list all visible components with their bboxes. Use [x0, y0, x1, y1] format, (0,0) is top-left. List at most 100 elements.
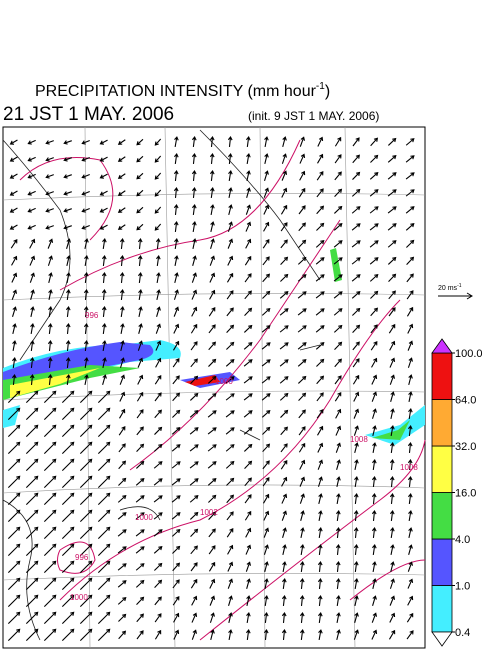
wind-arrow: [81, 174, 90, 179]
wind-arrow: [47, 238, 54, 249]
wind-arrow: [97, 492, 111, 506]
wind-arrow: [25, 475, 39, 489]
wind-arrow: [281, 476, 288, 487]
title-exponent: -1: [316, 81, 325, 92]
wind-arrow: [336, 493, 341, 505]
wind-arrow: [190, 323, 198, 334]
wind-arrow: [117, 563, 127, 571]
wind-arrow: [97, 441, 111, 455]
wind-arrow: [279, 342, 289, 350]
wind-arrow: [298, 187, 306, 198]
wind-arrow: [207, 427, 217, 435]
wind-arrow: [48, 306, 53, 318]
wind-arrow: [208, 528, 216, 538]
wind-arrow: [369, 206, 379, 214]
wind-arrow: [387, 206, 397, 214]
wind-arrow: [45, 174, 54, 179]
wind-arrow: [189, 478, 199, 486]
wind-arrow: [27, 156, 36, 162]
wind-arrow: [97, 543, 111, 557]
wind-arrow: [138, 323, 143, 334]
wind-arrow: [316, 188, 324, 198]
wind-arrow: [317, 476, 323, 487]
wind-arrow: [137, 374, 144, 385]
wind-arrow: [317, 595, 323, 607]
wind-arrow: [25, 441, 39, 455]
wind-arrow: [29, 340, 35, 352]
wind-arrow: [118, 460, 127, 470]
wind-arrow: [154, 155, 162, 163]
wind-arrow: [335, 442, 342, 453]
wind-arrow: [117, 156, 126, 162]
wind-arrow: [9, 207, 18, 213]
wind-arrow: [84, 357, 89, 369]
wind-arrow: [208, 324, 216, 334]
wind-arrow: [263, 187, 270, 198]
wind-arrow: [262, 477, 270, 487]
wind-arrow: [228, 170, 233, 182]
wind-arrow: [226, 511, 234, 521]
wind-arrow: [279, 291, 289, 299]
wind-arrow: [43, 424, 57, 438]
wind-arrow: [66, 374, 71, 386]
wind-arrow: [280, 256, 289, 266]
wind-arrow: [407, 493, 413, 505]
wind-arrow: [191, 306, 198, 317]
wind-arrow: [61, 390, 75, 404]
wind-arrow: [405, 172, 415, 180]
wind-arrow: [333, 324, 343, 333]
wind-arrow: [65, 340, 71, 352]
wind-arrow: [99, 139, 108, 145]
wind-arrow: [334, 136, 342, 147]
wind-arrow: [43, 577, 57, 591]
wind-arrow: [173, 204, 179, 216]
wind-arrow: [299, 153, 306, 164]
colorbar-segment: [431, 538, 453, 586]
wind-arrow: [25, 611, 39, 625]
wind-arrow: [43, 441, 57, 455]
wind-arrow: [244, 460, 253, 469]
wind-arrow: [352, 171, 361, 180]
wind-arrow: [97, 509, 111, 523]
wind-arrow: [370, 137, 379, 147]
wind-vectors: [7, 136, 415, 642]
wind-arrow: [154, 426, 163, 435]
wind-arrow: [316, 375, 325, 385]
wind-arrow: [243, 324, 253, 333]
isobar: [19, 139, 426, 641]
coastline: [2, 129, 321, 641]
wind-arrow: [173, 289, 179, 300]
wind-arrow: [207, 461, 217, 469]
wind-arrow: [209, 136, 215, 148]
wind-arrow: [228, 629, 233, 641]
wind-arrow: [190, 528, 199, 537]
wind-arrow: [154, 206, 162, 214]
wind-arrow: [81, 208, 90, 213]
wind-arrow: [243, 410, 253, 418]
wind-arrow: [47, 374, 53, 386]
wind-arrow: [137, 238, 143, 250]
wind-arrow: [352, 137, 360, 147]
wind-arrow: [102, 238, 107, 250]
wind-arrow: [172, 375, 180, 385]
wind-arrow: [315, 257, 325, 265]
wind-arrow: [97, 611, 111, 625]
wind-arrow: [227, 255, 234, 266]
wind-arrow: [282, 578, 287, 590]
wind-arrow: [79, 407, 93, 421]
wind-arrow: [117, 173, 126, 179]
wind-arrow: [225, 460, 235, 469]
wind-arrow: [79, 475, 93, 489]
wind-arrow: [155, 357, 162, 368]
wind-arrow: [30, 323, 35, 335]
wind-arrow: [371, 374, 378, 385]
wind-arrow: [136, 155, 144, 163]
wind-arrow: [61, 526, 75, 540]
wind-arrow: [316, 171, 324, 181]
wind-arrow: [154, 629, 162, 640]
wind-arrow: [154, 138, 162, 146]
wind-arrow: [227, 136, 233, 148]
wind-arrow: [171, 444, 181, 452]
wind-arrow: [208, 358, 217, 367]
wind-arrow: [315, 341, 325, 350]
